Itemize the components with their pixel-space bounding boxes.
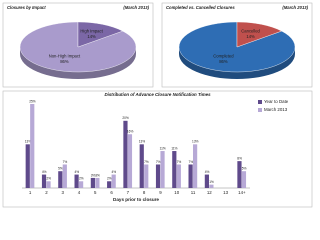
slice-label: Completed xyxy=(213,54,234,59)
value-label: 16% xyxy=(127,130,134,134)
value-label: 7% xyxy=(177,160,182,164)
chart-title: Closures by Impact xyxy=(7,5,46,10)
x-tick-label: 10 xyxy=(174,190,179,195)
bar xyxy=(90,177,95,188)
bar xyxy=(176,164,181,188)
value-label: 2% xyxy=(107,177,112,181)
x-tick-label: 8 xyxy=(143,190,146,195)
pie-slice xyxy=(236,21,283,48)
bar xyxy=(155,164,161,188)
value-label: 8% xyxy=(237,156,242,160)
pie-slice xyxy=(77,21,124,48)
value-label: 4% xyxy=(205,170,210,174)
x-tick-label: 2 xyxy=(45,190,48,195)
legend-label: Year to Date xyxy=(264,99,289,104)
value-label: 3% xyxy=(95,173,100,177)
x-tick-label: 5 xyxy=(94,190,97,195)
chart-title: Completed vs. Cancelled Closures xyxy=(166,5,235,10)
bar xyxy=(25,144,30,188)
bar xyxy=(160,151,165,188)
legend-label: March 2013 xyxy=(264,107,288,112)
slice-value: 86% xyxy=(219,59,228,64)
bar xyxy=(237,161,242,188)
x-tick-label: 14+ xyxy=(238,190,246,195)
x-tick-label: 9 xyxy=(159,190,162,195)
slice-label: High Impact xyxy=(80,29,103,34)
value-label: 13% xyxy=(25,140,32,144)
bar xyxy=(172,151,177,188)
chart-subtitle: (March 2013) xyxy=(123,5,149,10)
dashboard: Closures by Impact (March 2013) Non-High I… xyxy=(2,2,313,208)
value-label: 5% xyxy=(242,167,247,171)
bar xyxy=(58,171,63,188)
legend-swatch xyxy=(258,108,262,112)
x-tick-label: 12 xyxy=(207,190,212,195)
value-label: 4% xyxy=(74,170,79,174)
value-label: 4% xyxy=(112,170,117,174)
value-label: 13% xyxy=(192,140,199,144)
value-label: 2% xyxy=(79,177,84,181)
x-tick-label: 7 xyxy=(127,190,130,195)
bar xyxy=(30,104,35,188)
x-tick-label: 11 xyxy=(191,190,196,195)
value-label: 7% xyxy=(144,160,149,164)
value-label: 1% xyxy=(209,180,214,184)
chart-subtitle: (March 2013) xyxy=(282,5,308,10)
value-label: 2% xyxy=(46,177,51,181)
slice-value: 86% xyxy=(60,59,69,64)
bar xyxy=(127,134,133,188)
value-label: 3% xyxy=(91,173,96,177)
bar xyxy=(144,164,149,188)
bar xyxy=(241,171,247,188)
slice-value: 14% xyxy=(246,34,255,39)
value-label: 5% xyxy=(58,167,63,171)
x-tick-label: 13 xyxy=(223,190,228,195)
bar xyxy=(209,184,214,188)
x-tick-label: 6 xyxy=(110,190,113,195)
bar xyxy=(74,174,79,188)
bar xyxy=(193,144,198,188)
bar xyxy=(204,174,209,188)
bar xyxy=(139,144,144,188)
bar xyxy=(188,164,193,188)
value-label: 4% xyxy=(42,170,47,174)
value-label: 11% xyxy=(171,146,177,150)
bar xyxy=(107,181,112,188)
value-label: 7% xyxy=(63,160,68,164)
slice-label: Cancelled xyxy=(241,29,260,34)
legend-swatch xyxy=(258,100,262,104)
x-tick-label: 1 xyxy=(29,190,32,195)
value-label: 11% xyxy=(160,146,166,150)
bar xyxy=(95,177,100,188)
value-label: 20% xyxy=(122,116,129,120)
bar xyxy=(62,164,67,188)
value-label: 25% xyxy=(29,99,36,103)
x-axis-label: Days prior to closure xyxy=(113,197,159,202)
slice-label: Non-High Impact xyxy=(49,54,81,59)
slice-value: 14% xyxy=(87,34,96,39)
bar xyxy=(111,174,116,188)
bar xyxy=(123,120,128,188)
bar xyxy=(46,181,51,188)
bar xyxy=(79,181,84,188)
chart-title: Distribution of Advance Closure Notifica… xyxy=(104,92,211,97)
x-tick-label: 4 xyxy=(78,190,81,195)
value-label: 7% xyxy=(188,160,193,164)
value-label: 13% xyxy=(139,140,146,144)
bar xyxy=(41,174,47,188)
x-tick-label: 3 xyxy=(61,190,64,195)
value-label: 7% xyxy=(156,160,161,164)
